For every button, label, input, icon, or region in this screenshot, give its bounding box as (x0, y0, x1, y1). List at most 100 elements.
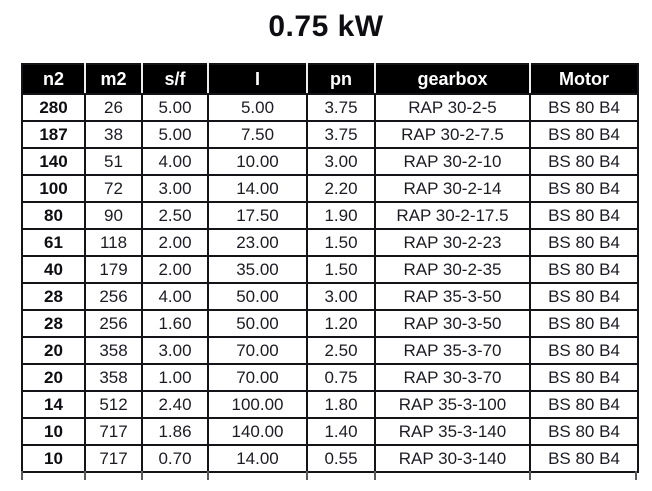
cell-pn: 0.75 (306, 363, 376, 392)
header-cell-m2: m2 (84, 64, 142, 95)
cell-s-f: 5.00 (141, 120, 209, 149)
table-row: 28 256 1.60 50.00 1.20 RAP 30-3-50 BS 80 B4 (21, 309, 639, 338)
cell-i: 50.00 (207, 282, 308, 311)
cell-n2: 40 (21, 255, 86, 284)
cell-pn: 1.50 (306, 255, 376, 284)
cell-gearbox: RAP 35-3-50 (374, 282, 531, 311)
cell-i: 5.00 (207, 93, 308, 122)
cell-gearbox: RAP 30-2-14 (374, 174, 531, 203)
cell-s-f: 4.00 (141, 282, 209, 311)
table-row: 20 358 3.00 70.00 2.50 RAP 35-3-70 BS 80 B4 (21, 336, 639, 365)
table-body: 280 26 5.00 5.00 3.75 RAP 30-2-5 BS 80 B4 187 38… (21, 93, 639, 473)
cell-i: 35.00 (207, 255, 308, 284)
cell-motor: BS 80 B4 (529, 201, 639, 230)
cell-i: 17.50 (207, 201, 308, 230)
cell-m2: 512 (84, 390, 143, 419)
cell-motor: BS 80 B4 (529, 417, 639, 446)
header-cell-motor: Motor (529, 64, 638, 95)
header-cell-i: I (207, 64, 307, 95)
cell-n2: 140 (21, 147, 86, 176)
cell-s-f: 2.00 (141, 228, 209, 257)
cell-gearbox: RAP 30-3-140 (374, 444, 531, 473)
cell-gearbox: RAP 30-2-35 (374, 255, 531, 284)
cell-i: 70.00 (207, 363, 308, 392)
cell-n2: 10 (21, 417, 86, 446)
cell-motor: BS 80 B4 (529, 336, 639, 365)
cell-gearbox: RAP 35-3-140 (374, 417, 531, 446)
cell-m2: 118 (84, 228, 143, 257)
cell-s-f: 1.00 (141, 363, 209, 392)
cell-gearbox: RAP 30-2-10 (374, 147, 531, 176)
cell-s-f: 1.60 (141, 309, 209, 338)
cell-i: 14.00 (207, 174, 308, 203)
cell-m2: 179 (84, 255, 143, 284)
cell-m2: 358 (84, 336, 143, 365)
table-row: 61 118 2.00 23.00 1.50 RAP 30-2-23 BS 80 B4 (21, 228, 639, 257)
cell-motor: BS 80 B4 (529, 363, 639, 392)
cell-pn: 2.20 (306, 174, 376, 203)
table-row: 140 51 4.00 10.00 3.00 RAP 30-2-10 BS 80 B4 (21, 147, 639, 176)
cell-pn: 3.00 (306, 147, 376, 176)
header-cell-gearbox: gearbox (374, 64, 530, 95)
cell-gearbox: RAP 30-3-50 (374, 309, 531, 338)
cell-n2: 80 (21, 201, 86, 230)
cell-s-f: 2.50 (141, 201, 209, 230)
cell-pn: 1.40 (306, 417, 376, 446)
cell-i: 10.00 (207, 147, 308, 176)
cell-i: 50.00 (207, 309, 308, 338)
cell-m2: 38 (84, 120, 143, 149)
cell-n2: 61 (21, 228, 86, 257)
table-row: 10 717 0.70 14.00 0.55 RAP 30-3-140 BS 80 B4 (21, 444, 639, 473)
cell-n2: 20 (21, 363, 86, 392)
cell-m2: 72 (84, 174, 143, 203)
cell-m2: 26 (84, 93, 143, 122)
table-row: 20 358 1.00 70.00 0.75 RAP 30-3-70 BS 80 B4 (21, 363, 639, 392)
cell-gearbox: RAP 35-3-70 (374, 336, 531, 365)
cell-pn: 1.50 (306, 228, 376, 257)
cell-s-f: 0.70 (141, 444, 209, 473)
cell-gearbox: RAP 30-2-23 (374, 228, 531, 257)
header-cell-n2: n2 (21, 64, 85, 95)
table-row: 280 26 5.00 5.00 3.75 RAP 30-2-5 BS 80 B4 (21, 93, 639, 122)
cell-n2: 28 (21, 282, 86, 311)
cell-pn: 3.75 (306, 120, 376, 149)
cell-pn: 1.90 (306, 201, 376, 230)
cell-m2: 358 (84, 363, 143, 392)
cell-n2: 28 (21, 309, 86, 338)
header-cell-pn: pn (306, 64, 375, 95)
cell-motor: BS 80 B4 (529, 147, 639, 176)
cell-n2: 100 (21, 174, 86, 203)
cell-s-f: 4.00 (141, 147, 209, 176)
cell-gearbox: RAP 30-3-70 (374, 363, 531, 392)
table-row: 28 256 4.00 50.00 3.00 RAP 35-3-50 BS 80 B4 (21, 282, 639, 311)
cell-gearbox: RAP 30-2-7.5 (374, 120, 531, 149)
cell-pn: 1.80 (306, 390, 376, 419)
table-row: 80 90 2.50 17.50 1.90 RAP 30-2-17.5 BS 80 B4 (21, 201, 639, 230)
cell-pn: 0.55 (306, 444, 376, 473)
cell-m2: 717 (84, 444, 143, 473)
cell-i: 100.00 (207, 390, 308, 419)
cell-s-f: 3.00 (141, 174, 209, 203)
page-title: 0.75 kW (268, 10, 384, 43)
table-row: 100 72 3.00 14.00 2.20 RAP 30-2-14 BS 80 B4 (21, 174, 639, 203)
header-cell-s-f: s/f (141, 64, 208, 95)
cell-motor: BS 80 B4 (529, 444, 639, 473)
cell-motor: BS 80 B4 (529, 174, 639, 203)
table-row: 10 717 1.86 140.00 1.40 RAP 35-3-140 BS 80 B4 (21, 417, 639, 446)
cell-n2: 20 (21, 336, 86, 365)
cell-s-f: 2.40 (141, 390, 209, 419)
cell-n2: 280 (21, 93, 86, 122)
cell-n2: 187 (21, 120, 86, 149)
cell-motor: BS 80 B4 (529, 309, 639, 338)
cell-i: 23.00 (207, 228, 308, 257)
table-row: 187 38 5.00 7.50 3.75 RAP 30-2-7.5 BS 80 B4 (21, 120, 639, 149)
cell-n2: 10 (21, 444, 86, 473)
cell-pn: 3.75 (306, 93, 376, 122)
cell-motor: BS 80 B4 (529, 228, 639, 257)
cell-m2: 256 (84, 282, 143, 311)
cell-motor: BS 80 B4 (529, 120, 639, 149)
cell-s-f: 2.00 (141, 255, 209, 284)
